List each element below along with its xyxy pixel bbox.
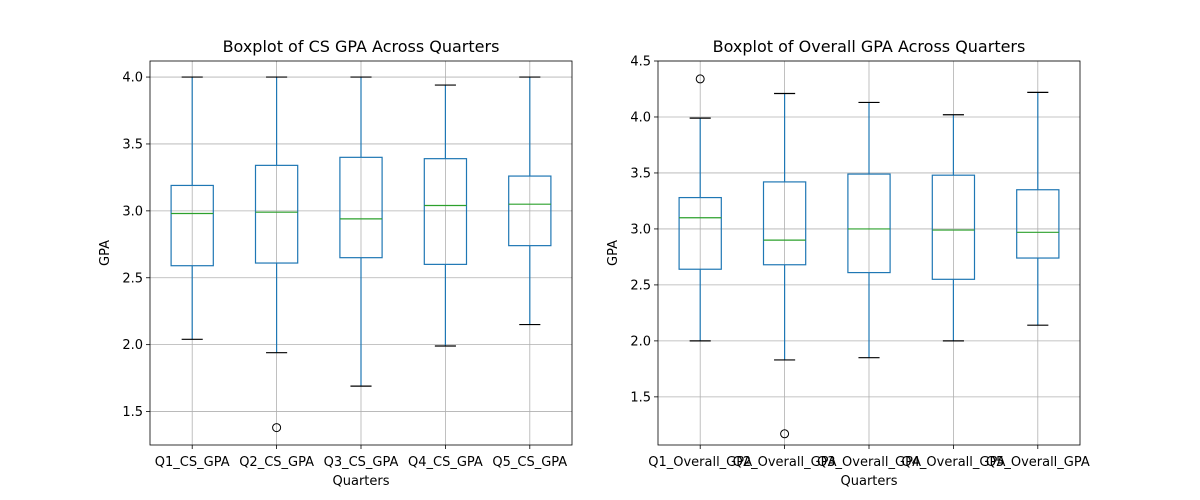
overall-gpa-boxplot-panel: 1.5 2.0 2.5 3.0 3.5 4.0 4.5 Q1_Overall_GPAQ2_Ov… [606, 37, 1090, 489]
x-tick-label: Q1_CS_GPA [155, 455, 230, 470]
y-tick-label: 4.0 [122, 71, 143, 86]
x-tick-label: Q2_CS_GPA [239, 455, 314, 470]
box-Q1_Overall_GPA [678, 74, 722, 342]
iqr-box [1016, 189, 1060, 259]
y-tick-label: 3.5 [122, 137, 143, 152]
x-tick-label: Q4_Overall_GPA [901, 455, 1005, 470]
iqr-box [170, 184, 214, 267]
y-tick-label: 1.5 [630, 390, 651, 405]
x-tick-label: Q3_Overall_GPA [817, 455, 921, 470]
box-Q1_CS_GPA [170, 76, 214, 340]
y-tick-label: 2.0 [630, 334, 651, 349]
x-axis-label: Quarters [841, 474, 898, 489]
y-tick-label: 4.0 [630, 110, 651, 125]
y-tick-label: 2.5 [630, 278, 651, 293]
outlier-point [272, 423, 282, 433]
y-tick-label: 2.5 [122, 271, 143, 286]
y-axis-label: GPA [98, 240, 113, 266]
box-Q2_CS_GPA [254, 76, 299, 433]
iqr-box [423, 158, 468, 265]
cs-gpa-boxplot-panel: 1.5 2.0 2.5 3.0 3.5 4.0 Q1_CS_GPA Q2_CS_GPA Q3_C… [98, 37, 573, 489]
x-tick-label: Q1_Overall_GPA [648, 455, 752, 470]
box-Q4_Overall_GPA [931, 114, 976, 342]
box-Q3_Overall_GPA [847, 101, 891, 359]
box-Q4_CS_GPA [423, 84, 468, 347]
y-tick-label: 3.5 [630, 166, 651, 181]
box-Q3_CS_GPA [339, 76, 383, 387]
x-tick-label: Q3_CS_GPA [324, 455, 399, 470]
iqr-box [254, 164, 299, 264]
x-tick-label: Q2_Overall_GPA [733, 455, 837, 470]
x-tick-label: Q5_CS_GPA [492, 455, 567, 470]
y-tick-label: 4.5 [630, 55, 651, 70]
iqr-box [762, 181, 807, 266]
iqr-box [339, 156, 383, 259]
y-axis-label: GPA [606, 240, 621, 266]
box-Q5_CS_GPA [508, 76, 552, 326]
box-Q5_Overall_GPA [1016, 91, 1060, 326]
x-axis-label: Quarters [333, 474, 390, 489]
chart-title: Boxplot of CS GPA Across Quarters [223, 37, 500, 56]
y-tick-label: 3.0 [122, 204, 143, 219]
outlier-point [695, 74, 705, 84]
iqr-box [847, 173, 891, 274]
iqr-box [931, 174, 976, 280]
x-tick-label: Q5_Overall_GPA [986, 455, 1090, 470]
iqr-box [508, 175, 552, 247]
y-tick-label: 1.5 [122, 405, 143, 420]
box-Q2_Overall_GPA [762, 92, 807, 439]
outlier-point [780, 429, 790, 439]
y-tick-label: 2.0 [122, 338, 143, 353]
y-tick-label: 3.0 [630, 222, 651, 237]
iqr-box [678, 196, 722, 270]
x-tick-label: Q4_CS_GPA [408, 455, 483, 470]
chart-title: Boxplot of Overall GPA Across Quarters [713, 37, 1026, 56]
